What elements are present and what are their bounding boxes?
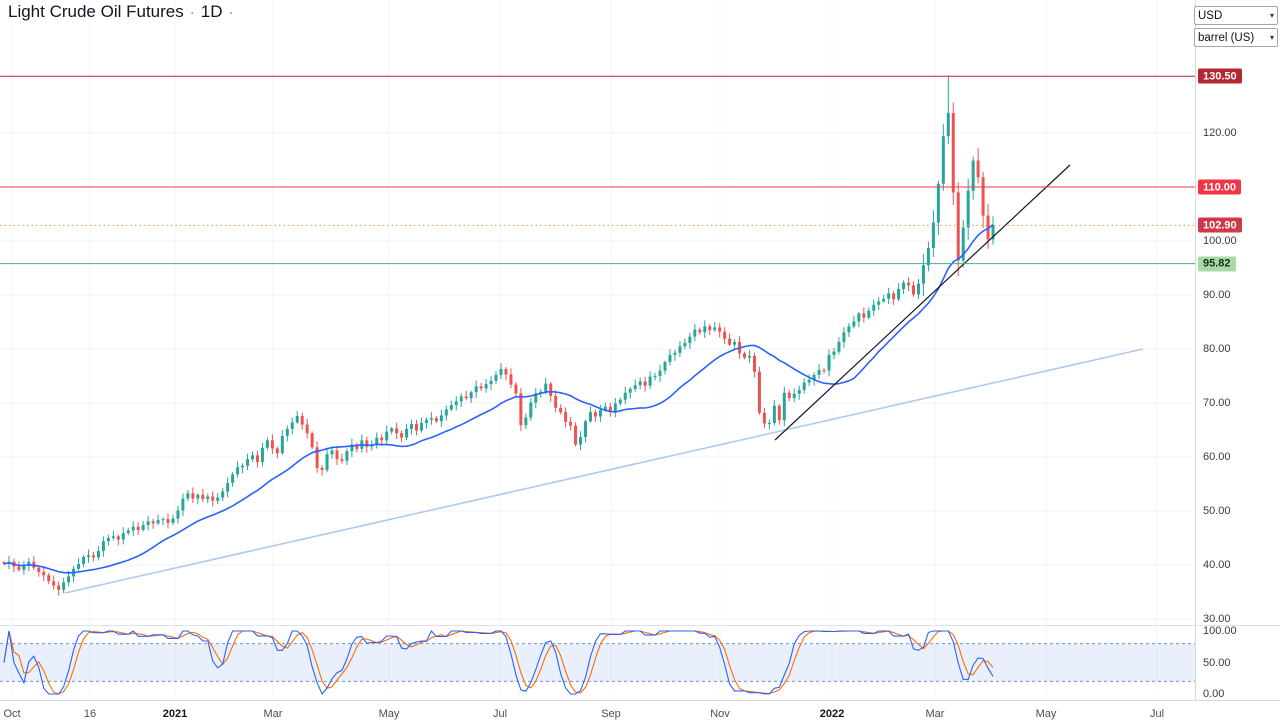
price-axis-label: 60.00	[1203, 451, 1231, 463]
price-line-badge: 102.90	[1198, 217, 1242, 233]
unit-select-value: barrel (US)	[1198, 31, 1255, 44]
time-axis-label: 2021	[162, 708, 188, 720]
price-axis[interactable]: 120.00 100.00 90.00 80.00 70.00 60.00 50.00 40.…	[1195, 0, 1280, 700]
price-axis-label: 100.00	[1203, 235, 1237, 247]
chevron-down-icon: ▾	[1269, 32, 1274, 42]
chart-canvas[interactable]	[0, 0, 1195, 700]
pane-separator	[1196, 625, 1280, 626]
price-line-badge: 95.82	[1198, 256, 1236, 272]
time-axis-label: Jul	[492, 708, 508, 720]
currency-select[interactable]: USD ▾	[1194, 6, 1278, 25]
chevron-down-icon: ▾	[1269, 10, 1274, 20]
time-axis-label: Mar	[925, 708, 945, 720]
time-axis-label: Nov	[710, 708, 730, 720]
oscillator-axis-label: 50.00	[1203, 656, 1231, 669]
price-axis-label: 40.00	[1203, 559, 1231, 571]
currency-select-value: USD	[1198, 9, 1223, 22]
time-axis[interactable]: Oct 16 2021 Mar May Jul Sep Nov 2022 Mar May Jul	[0, 700, 1280, 728]
price-axis-label: 80.00	[1203, 343, 1231, 355]
time-axis-label: Jul	[1149, 708, 1165, 720]
symbol-title[interactable]: Light Crude Oil Futures	[8, 2, 184, 21]
legend-separator-2: ·	[228, 4, 234, 21]
unit-selectors: USD ▾ barrel (US) ▾	[1194, 6, 1278, 47]
time-axis-label: Oct	[3, 708, 21, 720]
time-axis-label: 2022	[819, 708, 845, 720]
unit-select[interactable]: barrel (US) ▾	[1194, 28, 1278, 47]
oscillator-axis-label: 0.00	[1203, 688, 1225, 700]
price-axis-label: 50.00	[1203, 505, 1231, 517]
price-line-badge: 110.00	[1198, 179, 1242, 195]
price-axis-label: 30.00	[1203, 613, 1231, 625]
time-axis-label: May	[1035, 708, 1057, 720]
price-axis-label: 70.00	[1203, 397, 1231, 409]
price-axis-label: 90.00	[1203, 289, 1231, 301]
interval-label[interactable]: 1D	[200, 2, 223, 21]
time-axis-label: 16	[83, 708, 97, 720]
time-axis-label: Mar	[263, 708, 283, 720]
legend-separator: ·	[189, 4, 195, 21]
time-axis-label: Sep	[601, 708, 621, 720]
chart-legend: Light Crude Oil Futures · 1D ·	[8, 2, 239, 22]
price-line-badge: 130.50	[1198, 68, 1242, 84]
oscillator-axis-label: 100.00	[1203, 625, 1237, 637]
time-axis-label: May	[378, 708, 400, 720]
price-axis-label: 120.00	[1203, 127, 1237, 139]
